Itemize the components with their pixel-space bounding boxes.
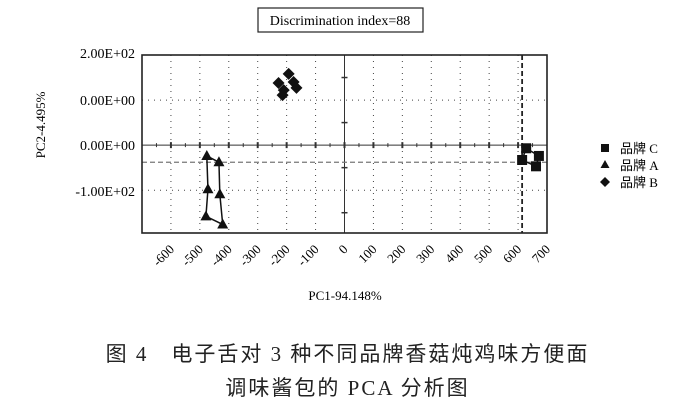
- x-tick-label: -400: [207, 242, 234, 269]
- x-tick-label: -600: [150, 242, 177, 269]
- x-axis-label: PC1-94.148%: [308, 288, 381, 303]
- data-point-triangle: [214, 188, 226, 199]
- data-point-triangle: [213, 156, 225, 167]
- data-point-square: [531, 161, 542, 172]
- data-point-triangle: [201, 149, 213, 160]
- x-tick-label: -200: [265, 242, 292, 269]
- x-tick-label: 100: [355, 242, 379, 266]
- legend-marker-diamond: [600, 177, 610, 187]
- x-tick-label: 500: [471, 242, 495, 266]
- x-tick-label: 400: [442, 242, 466, 266]
- x-tick-label: -100: [294, 242, 321, 269]
- x-tick-label: -500: [179, 242, 206, 269]
- legend-marker-triangle: [600, 160, 610, 168]
- y-axis-label: PC2-4.495%: [33, 91, 48, 158]
- y-tick-label: -1.00E+02: [75, 185, 135, 200]
- y-tick-label: 2.00E+02: [80, 47, 135, 62]
- plot-frame: [141, 54, 548, 234]
- title-box: [257, 7, 424, 33]
- legend-label: 品牌 A: [620, 158, 659, 173]
- data-point-diamond: [272, 76, 285, 89]
- x-tick-label: 700: [529, 242, 553, 266]
- data-point-diamond: [290, 81, 303, 94]
- legend-label: 品牌 C: [620, 141, 658, 156]
- legend-label: 品牌 B: [620, 175, 658, 190]
- y-tick-label: 0.00E+00: [80, 94, 135, 109]
- data-point-triangle: [200, 210, 212, 221]
- data-point-triangle: [202, 183, 214, 194]
- chart-title: Discrimination index=88: [270, 14, 411, 29]
- data-point-square: [517, 154, 528, 165]
- data-point-square: [521, 143, 532, 154]
- x-tick-label: 300: [413, 242, 437, 266]
- data-point-triangle: [217, 218, 229, 229]
- x-tick-label: 0: [335, 242, 350, 257]
- x-tick-label: -300: [236, 242, 263, 269]
- figure-caption-line1: 图 4 电子舌对 3 种不同品牌香菇炖鸡味方便面: [105, 342, 590, 366]
- legend-marker-square: [601, 144, 609, 152]
- data-point-diamond: [276, 89, 289, 102]
- x-tick-label: 600: [500, 242, 524, 266]
- y-tick-label: 0.00E+00: [80, 139, 135, 154]
- figure-caption-line2: 调味酱包的 PCA 分析图: [225, 376, 470, 400]
- data-point-square: [533, 150, 544, 161]
- x-tick-label: 200: [384, 242, 408, 266]
- data-point-diamond: [282, 67, 295, 80]
